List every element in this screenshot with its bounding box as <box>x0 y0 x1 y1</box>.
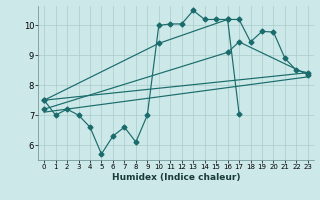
X-axis label: Humidex (Indice chaleur): Humidex (Indice chaleur) <box>112 173 240 182</box>
